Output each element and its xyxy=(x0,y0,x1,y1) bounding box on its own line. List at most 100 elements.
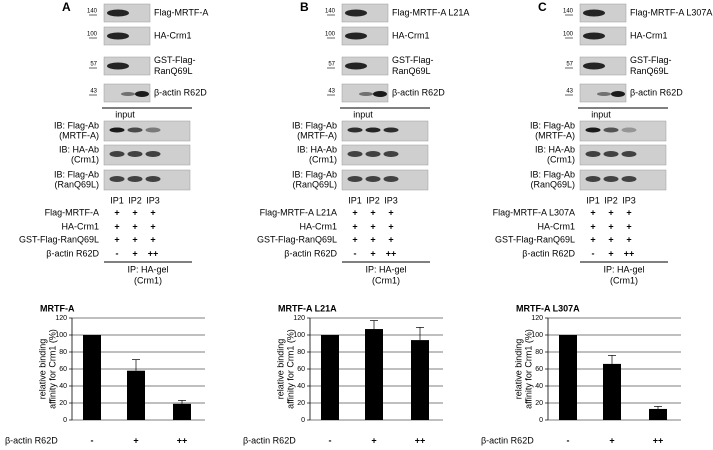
mw-marker: 57 xyxy=(566,62,573,68)
blot-band xyxy=(347,151,363,157)
mw-marker: 43 xyxy=(566,89,573,95)
row-mark: + xyxy=(626,207,631,217)
ib-label: IB: Flag-Ab xyxy=(530,120,575,130)
bar xyxy=(649,408,667,420)
y-tick-label: 120 xyxy=(55,315,67,322)
blot-band xyxy=(359,92,373,96)
blot-band xyxy=(383,176,399,182)
y-tick-label: 40 xyxy=(535,383,543,390)
bar xyxy=(173,403,191,420)
blot-band xyxy=(107,32,129,40)
row-mark: - xyxy=(116,248,119,258)
y-tick-label: 120 xyxy=(531,315,543,322)
x-tick-label: + xyxy=(609,435,614,445)
panel-label: C xyxy=(538,0,547,14)
ib-label: (Crm1) xyxy=(71,154,99,164)
row-label: Flag-MRTF-A L21A xyxy=(260,207,337,217)
row-mark: + xyxy=(370,221,375,231)
x-tick-label: + xyxy=(133,435,138,445)
row-mark: + xyxy=(626,221,631,231)
x-tick-label: - xyxy=(91,435,94,445)
ib-label: (MRTF-A) xyxy=(59,130,99,140)
lane-label: IP1 xyxy=(586,195,600,205)
row-mark: + xyxy=(370,248,375,258)
mw-marker: 100 xyxy=(87,32,98,38)
row-mark: + xyxy=(132,207,137,217)
row-label: GST-Flag-RanQ69L xyxy=(495,234,575,244)
blot-label: GST-Flag- xyxy=(392,55,434,65)
y-axis-label: relative binding xyxy=(275,339,285,400)
ib-label: (RanQ69L) xyxy=(292,179,337,189)
ib-label: IB: Flag-Ab xyxy=(292,120,337,130)
row-mark: + xyxy=(608,234,613,244)
ib-label: IB: HA-Ab xyxy=(59,144,99,154)
row-mark: ++ xyxy=(624,248,635,258)
y-tick-label: 80 xyxy=(535,349,543,356)
blot-band xyxy=(127,127,143,133)
ip-label: IP: HA-gel xyxy=(127,264,168,274)
blot-band xyxy=(345,9,367,17)
blot-band xyxy=(603,151,619,157)
blot-band xyxy=(145,151,161,157)
mw-marker: 140 xyxy=(563,9,574,15)
x-axis-label: β-actin R62D xyxy=(481,435,534,445)
blot-band xyxy=(597,92,611,96)
row-mark: + xyxy=(626,234,631,244)
blot-band xyxy=(109,176,125,182)
lane-label: IP2 xyxy=(128,195,142,205)
blot-band xyxy=(345,32,367,40)
mw-marker: 43 xyxy=(328,89,335,95)
blot-label: RanQ69L xyxy=(154,66,193,76)
ib-label: (Crm1) xyxy=(547,154,575,164)
blot-label: HA-Crm1 xyxy=(630,30,668,40)
y-tick-label: 100 xyxy=(531,332,543,339)
lane-label: IP3 xyxy=(146,195,160,205)
ib-label: IB: Flag-Ab xyxy=(292,169,337,179)
row-label: GST-Flag-RanQ69L xyxy=(257,234,337,244)
row-mark: + xyxy=(132,234,137,244)
chart-title: MRTF-A L21A xyxy=(278,303,337,313)
y-tick-label: 120 xyxy=(293,315,305,322)
row-label: β-actin R62D xyxy=(284,248,337,258)
row-label: HA-Crm1 xyxy=(62,221,100,231)
row-label: β-actin R62D xyxy=(46,248,99,258)
row-mark: + xyxy=(388,221,393,231)
blot-band xyxy=(383,127,399,133)
y-tick-label: 0 xyxy=(539,417,543,424)
blot-band xyxy=(621,151,637,157)
lane-label: IP1 xyxy=(348,195,362,205)
row-mark: + xyxy=(590,221,595,231)
lane-label: IP2 xyxy=(604,195,618,205)
row-mark: ++ xyxy=(148,248,159,258)
chart-title: MRTF-A xyxy=(40,303,75,313)
y-tick-label: 40 xyxy=(297,383,305,390)
bar xyxy=(559,335,577,420)
row-label: HA-Crm1 xyxy=(300,221,338,231)
blot-band xyxy=(365,176,381,182)
blot-label: GST-Flag- xyxy=(630,55,672,65)
blot-label: HA-Crm1 xyxy=(154,30,192,40)
bar xyxy=(411,340,429,420)
y-tick-label: 40 xyxy=(59,383,67,390)
y-axis-label: affinity for Crm1 (%) xyxy=(47,329,57,409)
row-mark: + xyxy=(608,221,613,231)
ib-label: (Crm1) xyxy=(309,154,337,164)
ip-label: (Crm1) xyxy=(372,275,400,285)
ip-label: IP: HA-gel xyxy=(603,264,644,274)
blot-band xyxy=(603,176,619,182)
input-label: input xyxy=(591,109,611,119)
blot-band xyxy=(585,176,601,182)
blot-label: Flag-MRTF-A L307A xyxy=(630,7,712,17)
blot-band xyxy=(345,62,367,70)
row-mark: + xyxy=(370,234,375,244)
row-label: GST-Flag-RanQ69L xyxy=(19,234,99,244)
blot-band xyxy=(611,91,625,97)
y-tick-label: 20 xyxy=(297,400,305,407)
mw-marker: 100 xyxy=(563,32,574,38)
panel-label: B xyxy=(300,0,309,14)
bar xyxy=(321,335,339,420)
row-mark: ++ xyxy=(386,248,397,258)
y-tick-label: 0 xyxy=(301,417,305,424)
row-mark: + xyxy=(352,221,357,231)
y-tick-label: 60 xyxy=(59,366,67,373)
